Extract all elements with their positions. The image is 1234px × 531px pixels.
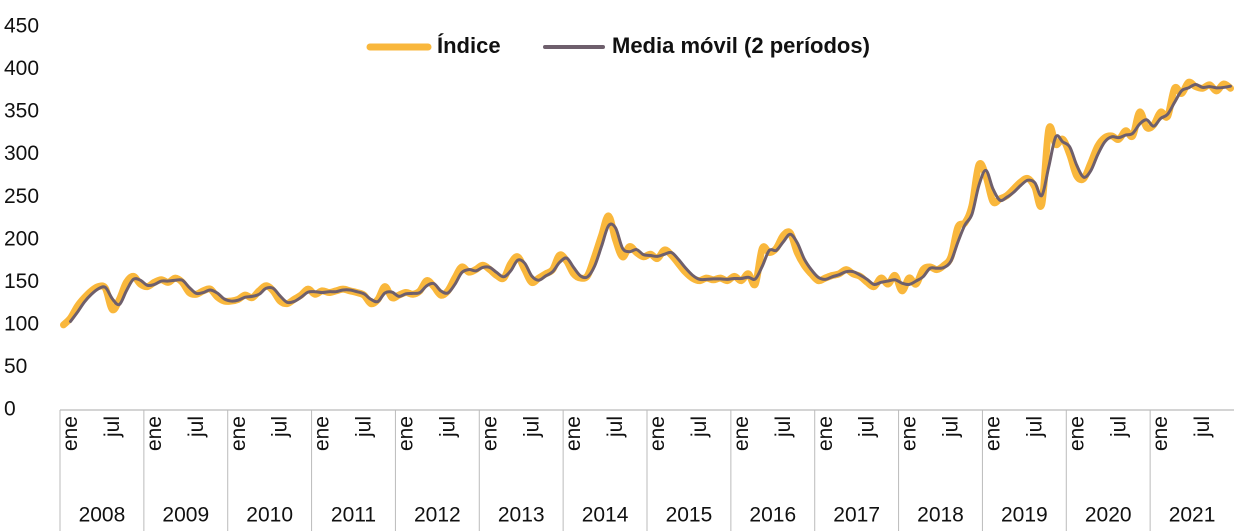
x-tick-label: jul: [185, 416, 208, 438]
x-group-label: 2018: [917, 504, 964, 527]
y-tick-label: 450: [4, 15, 39, 38]
x-group-label: 2021: [1169, 504, 1216, 527]
x-tick-label: ene: [59, 416, 82, 451]
x-tick-label: ene: [478, 416, 501, 451]
x-group-label: 2013: [498, 504, 545, 527]
y-tick-label: 400: [4, 57, 39, 80]
x-group-label: 2012: [414, 504, 461, 527]
x-tick-label: jul: [269, 416, 292, 438]
x-tick-label: jul: [940, 416, 963, 438]
x-tick-label: jul: [604, 416, 627, 438]
x-tick-label: jul: [1191, 416, 1214, 438]
x-tick-label: jul: [688, 416, 711, 438]
x-tick-label: ene: [562, 416, 585, 451]
x-group-label: 2015: [666, 504, 713, 527]
x-tick-label: ene: [646, 416, 669, 451]
x-group-label: 2016: [749, 504, 796, 527]
x-tick-label: jul: [520, 416, 543, 438]
y-tick-label: 0: [4, 398, 16, 421]
x-group-label: 2010: [246, 504, 293, 527]
x-tick-label: jul: [772, 416, 795, 438]
y-tick-label: 50: [4, 355, 27, 378]
x-group-label: 2017: [833, 504, 880, 527]
x-tick-label: ene: [143, 416, 166, 451]
x-group-label: 2008: [79, 504, 126, 527]
line-series: [59, 78, 1234, 329]
x-tick-label: ene: [981, 416, 1004, 451]
x-group-label: 2011: [331, 504, 376, 527]
legend-label: Índice: [437, 33, 501, 58]
x-tick-label: ene: [1149, 416, 1172, 451]
line-series: [68, 82, 1233, 323]
x-tick-label: jul: [353, 416, 376, 438]
x-tick-label: ene: [730, 416, 753, 451]
y-tick-label: 150: [4, 270, 39, 293]
y-tick-label: 350: [4, 100, 39, 123]
x-tick-label: ene: [898, 416, 921, 451]
x-tick-label: jul: [856, 416, 879, 438]
x-group-label: 2014: [582, 504, 629, 527]
legend-label: Media móvil (2 períodos): [612, 33, 870, 58]
x-tick-label: jul: [101, 416, 124, 438]
y-tick-label: 200: [4, 227, 39, 250]
x-tick-label: ene: [814, 416, 837, 451]
y-tick-label: 100: [4, 312, 39, 335]
y-tick-label: 250: [4, 185, 39, 208]
y-tick-label: 300: [4, 142, 39, 165]
x-tick-label: ene: [1065, 416, 1088, 451]
x-tick-label: jul: [436, 416, 459, 438]
x-tick-label: jul: [1023, 416, 1046, 438]
x-tick-label: ene: [394, 416, 417, 451]
x-tick-label: ene: [227, 416, 250, 451]
x-group-label: 2009: [162, 504, 209, 527]
x-group-label: 2020: [1085, 504, 1132, 527]
x-tick-label: jul: [1107, 416, 1130, 438]
x-tick-label: ene: [311, 416, 334, 451]
x-group-label: 2019: [1001, 504, 1048, 527]
